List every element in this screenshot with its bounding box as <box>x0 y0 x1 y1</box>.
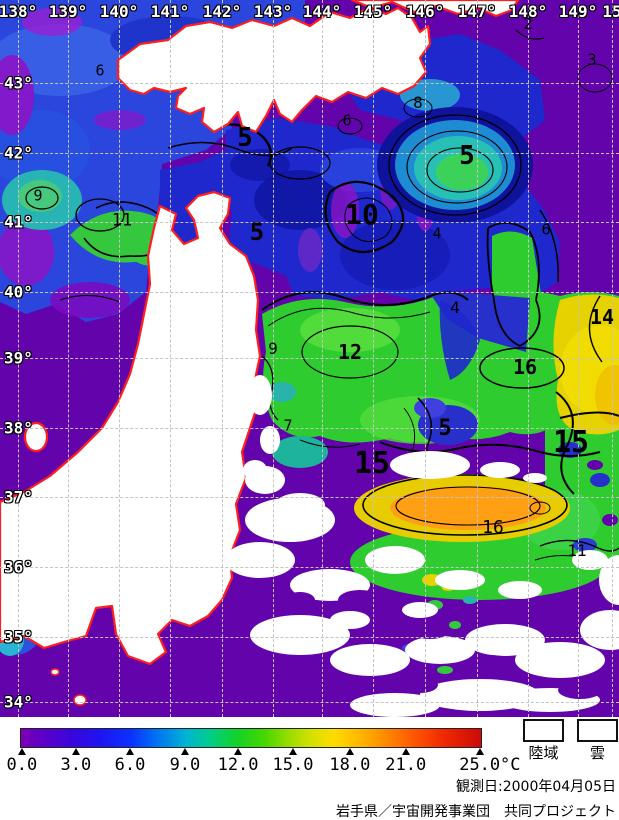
legend-item-cloud: 雲 <box>577 719 618 762</box>
land-sado <box>23 421 49 453</box>
colorbar-tick-marker <box>345 748 354 755</box>
colorbar-tick-marker <box>475 748 484 755</box>
colorbar-tick-label: 6.0 <box>114 755 146 775</box>
cloud-swatch <box>577 719 618 742</box>
colorbar-tick-label: 9.0 <box>169 755 201 775</box>
colorbar-tick-marker <box>401 748 410 755</box>
credit: 岩手県／宇宙開発事業団 共同プロジェクト <box>336 804 616 820</box>
colorbar-tick-marker <box>125 748 134 755</box>
land-hokkaido-east <box>350 0 520 18</box>
legend-item-land: 陸域 <box>523 719 564 762</box>
colorbar-tick-marker <box>180 748 189 755</box>
land-swatch <box>523 719 564 742</box>
colorbar-tick-marker <box>234 748 243 755</box>
colorbar-tick-marker <box>17 748 26 755</box>
colorbar-tick-marker <box>71 748 80 755</box>
colorbar-tick-label: 18.0 <box>329 755 371 775</box>
colorbar-tick-label: 12.0 <box>217 755 259 775</box>
colorbar-tick-marker <box>289 748 298 755</box>
sst-map-canvas <box>0 0 619 717</box>
map-legend: 陸域 雲 <box>523 719 618 762</box>
colorbar-tick-label: 15.0 <box>272 755 314 775</box>
colorbar: 0.0 3.0 6.0 9.0 12.0 15.0 18.0 21.0 25.0 °C <box>6 728 520 775</box>
colorbar-tick-label: 25.0 <box>459 755 501 775</box>
land-islet <box>50 668 60 676</box>
legend-label-cloud: 雲 <box>589 744 605 762</box>
colorbar-tick-label: 21.0 <box>385 755 427 775</box>
colorbar-gradient <box>20 728 482 748</box>
legend-label-land: 陸域 <box>528 744 559 762</box>
cloud-patches <box>225 375 619 717</box>
map-area: 6 2 3 8 6 5 5 9 11 5 10 4 6 4 14 9 12 16 7 5 15 15 16 11 138° 13… <box>0 0 619 717</box>
colorbar-tick-label: 3.0 <box>60 755 92 775</box>
observation-date: 観測日:2000年04月05日 <box>456 779 616 795</box>
land-islet <box>73 694 87 706</box>
colorbar-unit: °C <box>500 755 521 775</box>
colorbar-tick-label: 0.0 <box>6 755 38 775</box>
land-hokkaido <box>116 6 432 134</box>
